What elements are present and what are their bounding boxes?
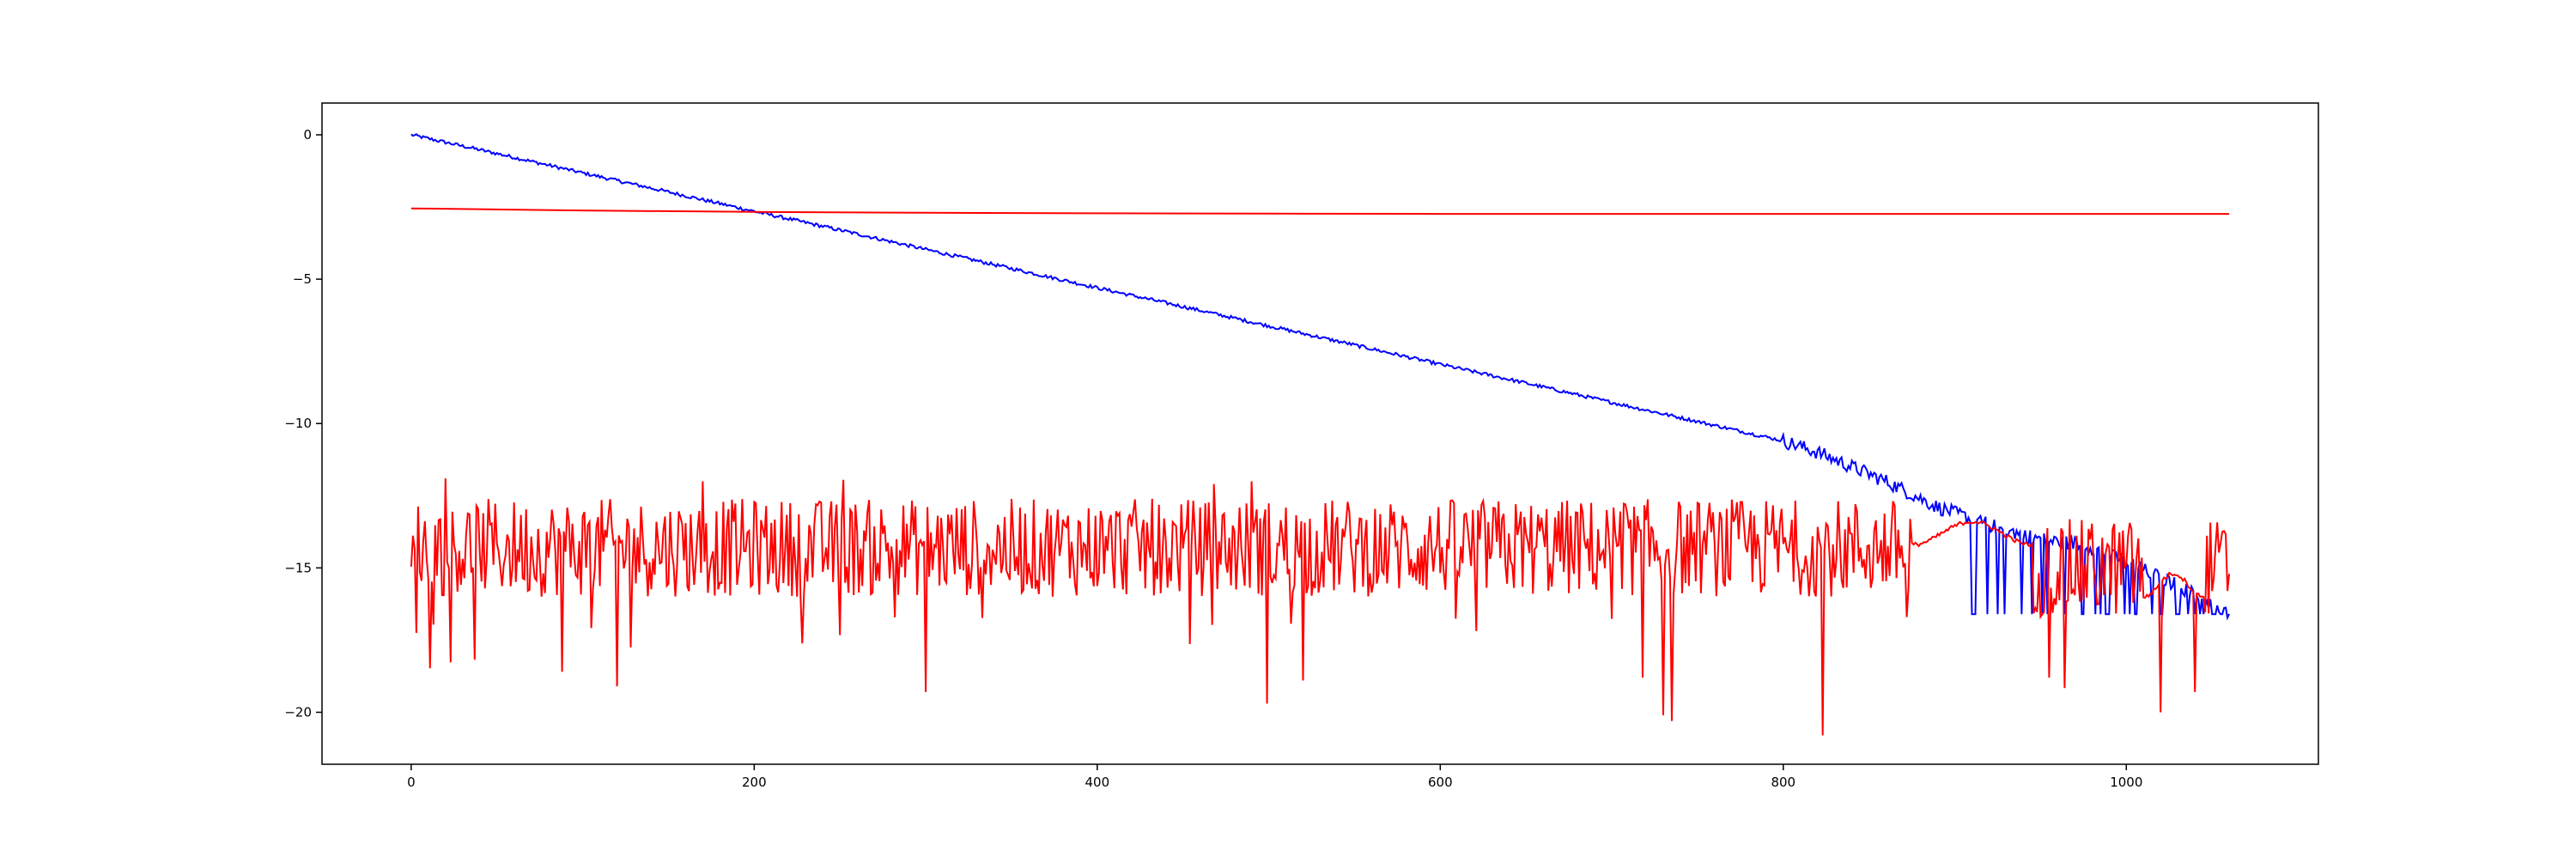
y-tick-label: −5	[293, 271, 312, 287]
y-tick-label: −15	[284, 560, 312, 575]
x-tick-label: 200	[742, 775, 767, 790]
x-tick-label: 400	[1085, 775, 1110, 790]
series-red-noisy-line	[410, 478, 2231, 736]
series-layer	[410, 133, 2231, 736]
series-red-flat-line	[410, 207, 2230, 216]
x-tick-label: 0	[407, 775, 416, 790]
y-axis-ticks: 0 −5 −10 −15 −20	[284, 127, 322, 720]
x-axis-ticks: 0 200 400 600 800 1000	[407, 764, 2142, 790]
y-tick-label: 0	[303, 127, 312, 143]
series-blue-line	[410, 133, 2231, 621]
x-tick-label: 800	[1771, 775, 1795, 790]
x-tick-label: 600	[1428, 775, 1453, 790]
y-tick-label: −20	[284, 704, 312, 720]
axes-frame	[321, 102, 2319, 765]
x-tick-label: 1000	[2110, 775, 2142, 790]
y-tick-label: −10	[284, 416, 312, 431]
